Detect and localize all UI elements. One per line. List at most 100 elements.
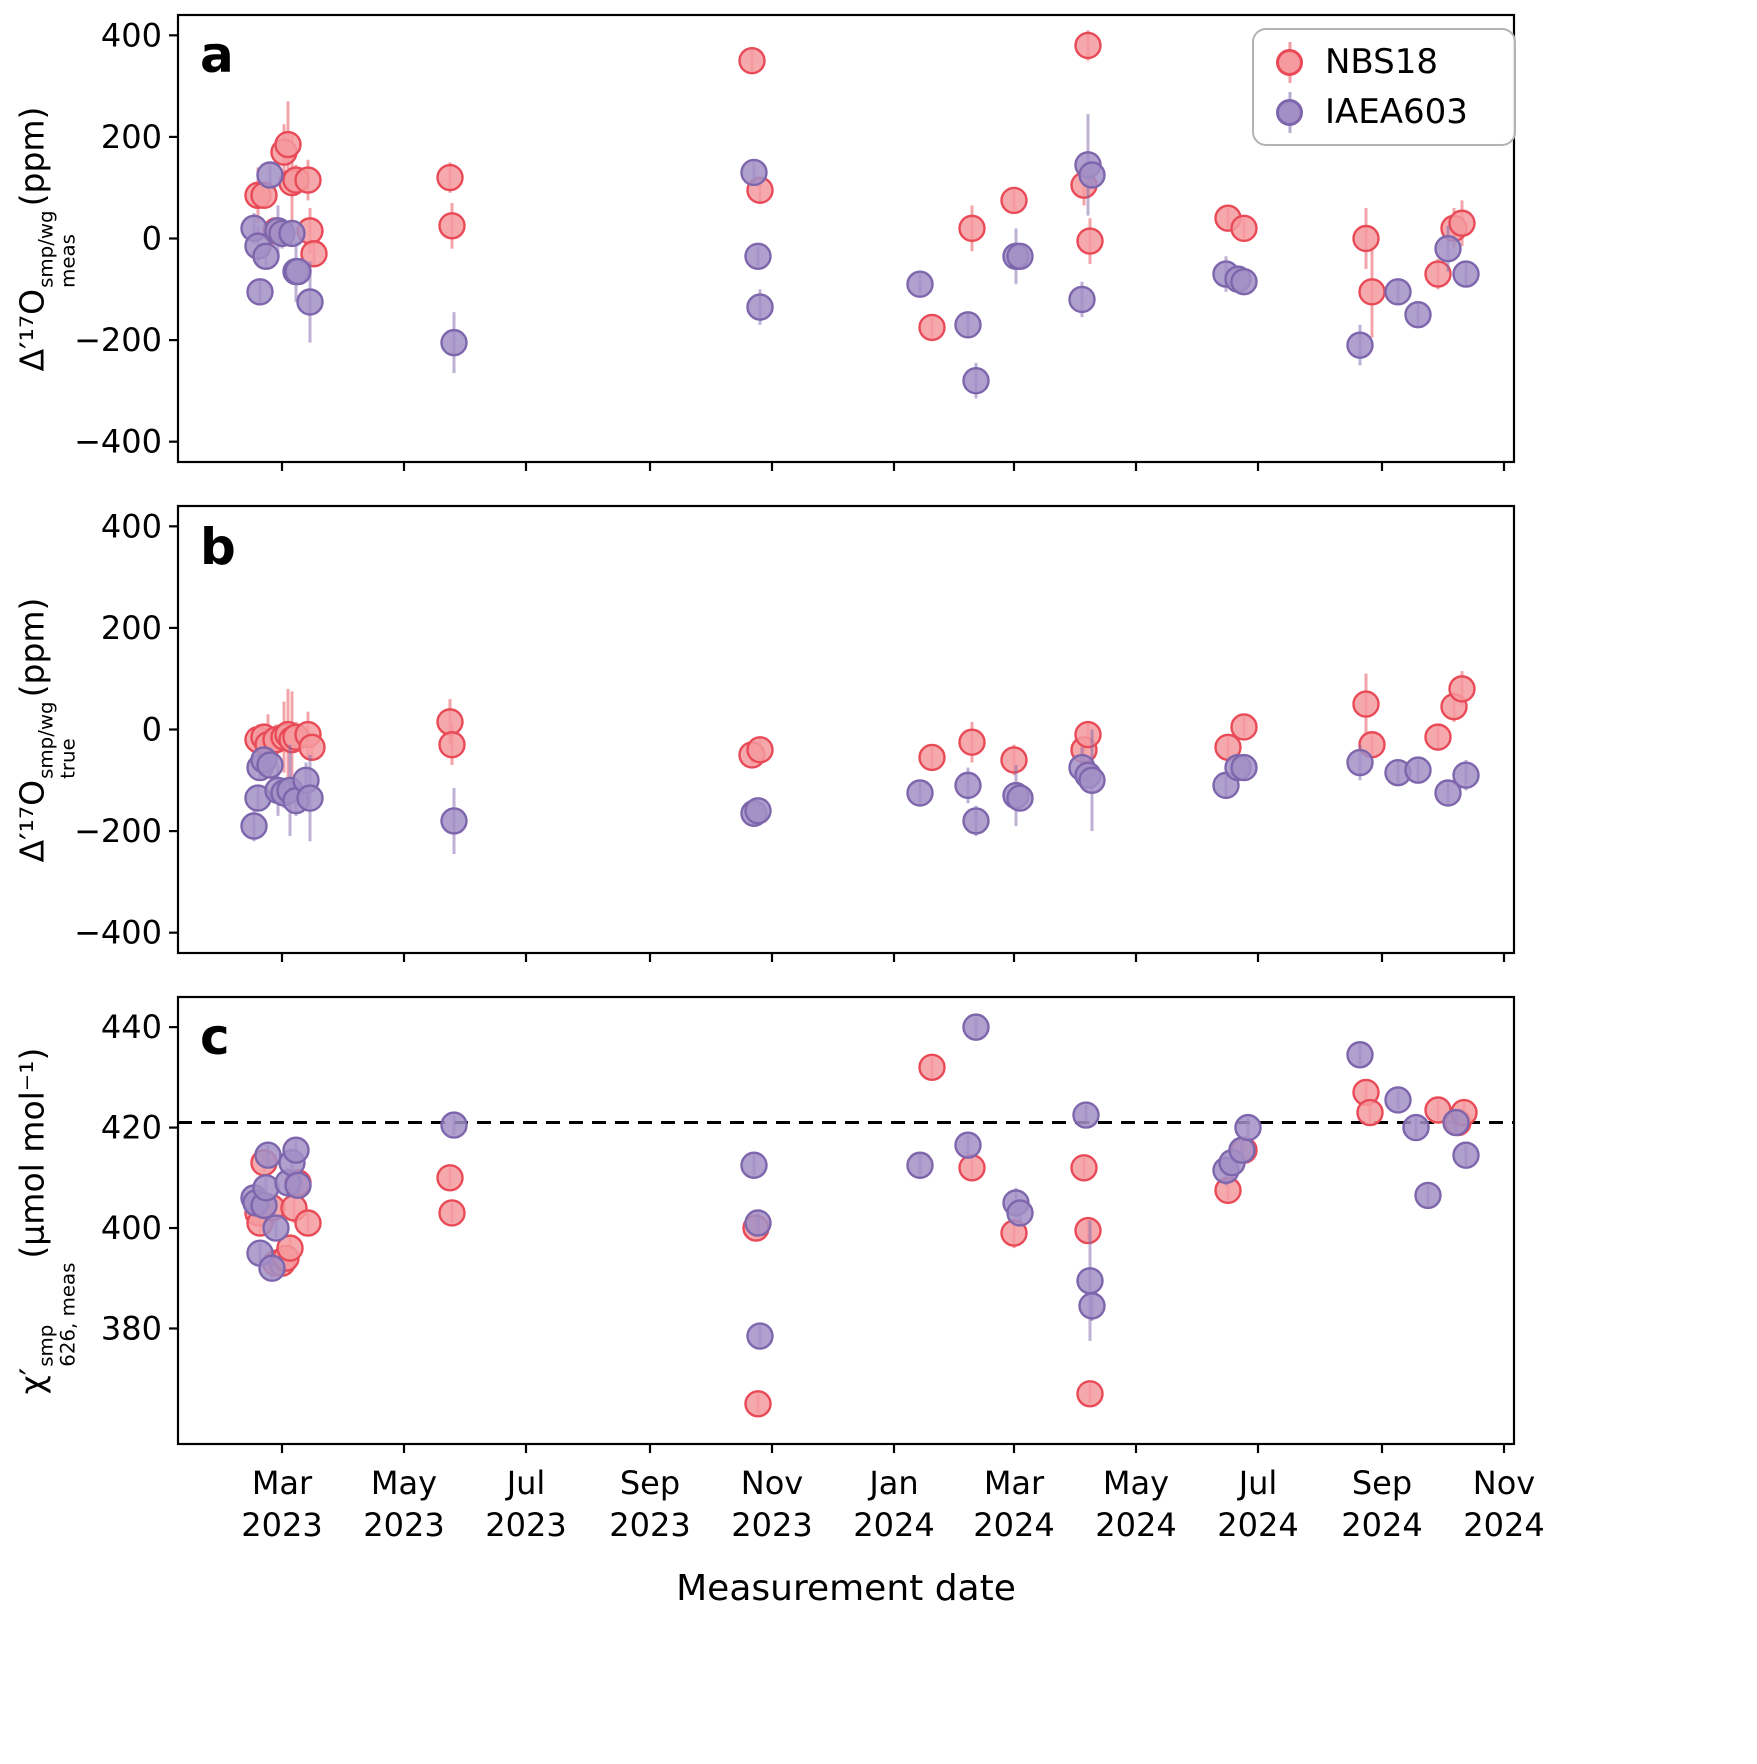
- y-tick-label: 400: [101, 1209, 162, 1247]
- ylabel-a-sub: meas: [56, 234, 80, 288]
- ylabel-c-unit: (μmol mol⁻¹): [12, 1047, 52, 1259]
- data-point: [1078, 161, 1106, 189]
- x-tick-year: 2024: [1095, 1506, 1176, 1544]
- panel-c: 440 420 400 380: [101, 995, 1516, 1453]
- data-point: [1074, 720, 1102, 749]
- data-point: [1006, 1199, 1034, 1227]
- data-point: [1074, 31, 1102, 60]
- data-point: [1006, 784, 1034, 812]
- data-point: [262, 1214, 290, 1242]
- data-point: [744, 797, 772, 825]
- data-point: [294, 166, 322, 194]
- x-tick-year: 2024: [973, 1506, 1054, 1544]
- data-point: [906, 1151, 934, 1179]
- data-point: [1006, 242, 1034, 270]
- data-point: [1074, 1216, 1102, 1245]
- data-point: [438, 1199, 466, 1227]
- panel-border: [176, 13, 1516, 464]
- legend: NBS18 IAEA603: [1252, 28, 1516, 146]
- data-point: [296, 784, 324, 812]
- data-point: [1230, 214, 1258, 243]
- data-point: [274, 130, 302, 159]
- panel-b: 400 200 0 −200 −400: [74, 504, 1516, 962]
- data-point: [1448, 675, 1476, 703]
- y-tick-label: 200: [101, 609, 162, 647]
- legend-entry-nbs18: NBS18: [1276, 41, 1488, 83]
- data-point: [962, 807, 990, 835]
- panel-b-label: b: [200, 518, 236, 576]
- data-point: [918, 313, 946, 342]
- data-point: [744, 1390, 772, 1418]
- data-point: [436, 163, 464, 192]
- x-tick-year: 2024: [853, 1506, 934, 1544]
- data-point: [1230, 753, 1258, 782]
- x-tick-year: 2024: [1463, 1506, 1544, 1544]
- data-point: [1078, 766, 1106, 794]
- x-tick-year: 2023: [241, 1506, 322, 1544]
- ylabel-b-sup: smp/wg: [34, 701, 58, 779]
- nbs18-marker-icon: [1276, 41, 1303, 83]
- legend-label-nbs18: NBS18: [1325, 42, 1439, 82]
- series-iaea603: [240, 729, 1480, 854]
- y-tick-label: −200: [74, 812, 162, 850]
- ylabel-b-unit: (ppm): [12, 597, 52, 698]
- legend-entry-iaea603: IAEA603: [1276, 91, 1488, 133]
- data-point: [256, 161, 284, 189]
- data-point: [744, 1209, 772, 1237]
- data-point: [284, 1171, 312, 1200]
- data-point: [954, 311, 982, 339]
- ylabel-a-base: Δ′¹⁷O: [12, 288, 52, 372]
- data-point: [954, 771, 982, 800]
- data-point: [1352, 224, 1380, 253]
- data-point: [1000, 746, 1028, 774]
- data-point: [1424, 260, 1452, 288]
- y-tick-label: −400: [74, 423, 162, 461]
- data-point: [1068, 285, 1096, 314]
- data-point: [1070, 1154, 1098, 1182]
- x-tick-year: 2024: [1341, 1506, 1422, 1544]
- data-point: [1356, 1098, 1384, 1127]
- data-point: [746, 736, 774, 764]
- data-point: [962, 1013, 990, 1041]
- data-point: [252, 242, 280, 270]
- data-point: [1072, 1101, 1100, 1129]
- y-tick-label: 200: [101, 118, 162, 156]
- y-tick-label: 0: [142, 711, 162, 749]
- data-point: [1442, 1108, 1470, 1137]
- data-point: [300, 240, 328, 268]
- data-point: [918, 743, 946, 772]
- data-point: [298, 733, 326, 761]
- data-point: [746, 1322, 774, 1350]
- x-tick-year: 2023: [363, 1506, 444, 1544]
- y-tick-label: 400: [101, 16, 162, 54]
- data-point: [252, 1174, 280, 1202]
- series-nbs18: [244, 671, 1476, 788]
- panel-c-ylabel: χ′ smp 626, meas (μmol mol⁻¹): [12, 1048, 79, 1395]
- data-point: [738, 47, 766, 75]
- data-point: [1346, 331, 1374, 359]
- panel-c-label: c: [200, 1008, 230, 1066]
- x-tick-month: Mar: [252, 1464, 313, 1502]
- x-tick-year: 2023: [485, 1506, 566, 1544]
- panel-border: [176, 504, 1516, 955]
- data-point: [1402, 1113, 1430, 1142]
- panel-a-label: a: [200, 26, 234, 84]
- data-point: [282, 1136, 310, 1164]
- y-tick-label: −400: [74, 914, 162, 952]
- data-point: [1346, 748, 1374, 777]
- data-point: [440, 1111, 468, 1139]
- ylabel-b-sub: true: [56, 738, 80, 779]
- data-point: [1424, 723, 1452, 751]
- x-tick-month: Sep: [620, 1464, 680, 1502]
- x-tick-month: May: [371, 1464, 437, 1502]
- y-tick-label: −200: [74, 321, 162, 359]
- data-point: [438, 212, 466, 240]
- data-point: [440, 328, 468, 357]
- panel-b-ylabel: Δ′¹⁷O smp/wg true (ppm): [12, 598, 79, 863]
- ylabel-c-sup: smp: [34, 1324, 58, 1367]
- data-point: [240, 812, 268, 840]
- y-tick-label: 0: [142, 220, 162, 258]
- ylabel-b-base: Δ′¹⁷O: [12, 779, 52, 863]
- x-tick-month: Jan: [867, 1464, 918, 1502]
